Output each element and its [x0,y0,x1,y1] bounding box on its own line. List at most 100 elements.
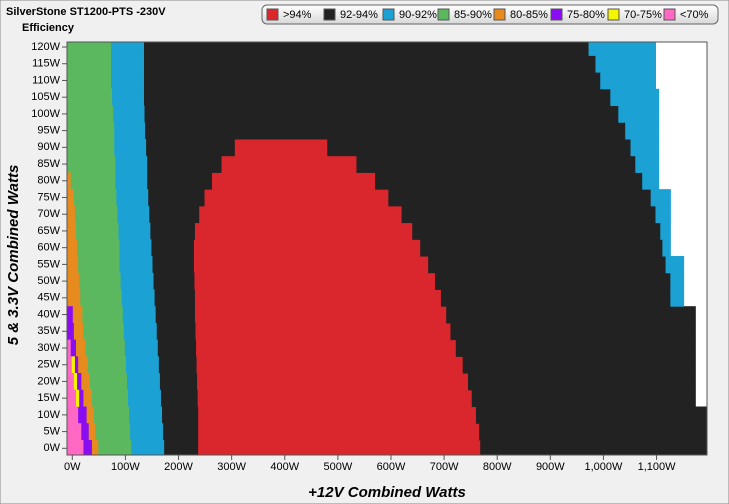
region-cell [401,205,656,224]
x-tick-label: 100W [111,461,140,473]
region-cell [120,272,154,290]
region-cell [129,423,164,441]
region-cell [78,272,121,290]
legend-swatch [550,8,563,21]
legend-box [261,4,719,25]
region-cell [67,105,114,123]
region-cell [635,155,660,173]
region-cell [67,423,82,441]
region-cell [81,306,123,324]
region-cell [123,322,157,341]
region-cell [74,205,118,224]
y-tick-label: 110W [32,74,61,86]
region-cell [375,172,643,190]
region-cell [110,42,144,56]
region-cell [147,189,205,207]
x-tick-label: 900W [536,461,565,473]
region-cell [412,222,661,240]
region-cell [196,373,469,391]
region-cell [67,322,74,341]
region-cell [119,239,152,257]
region-cell [471,389,696,408]
region-cell [73,189,117,207]
legend-swatch [323,8,336,21]
region-cell [110,72,144,90]
legend-swatch [437,8,450,21]
region-cell [75,339,86,357]
region-cell [462,356,696,374]
region-cell [127,389,161,408]
legend-label: 92-94% [340,9,378,21]
legend-label: 75-80% [567,9,605,21]
region-cell [600,72,656,90]
region-cell [67,172,71,190]
region-cell [144,122,626,140]
region-cell [91,439,99,455]
chart-subtitle: Efficiency [22,22,75,34]
y-tick-label: 95W [37,125,60,137]
legend-label: >94% [283,9,312,21]
region-cell [193,256,429,274]
region-cell [126,373,160,391]
region-cell [143,42,590,56]
y-tick-label: 80W [37,175,60,187]
region-cell [67,189,74,207]
y-tick-label: 15W [37,392,60,404]
region-cell [156,322,196,341]
region-cell [77,256,120,274]
region-cell [197,423,480,441]
region-cell [356,155,636,173]
region-cell [163,439,199,455]
region-cell [642,172,660,190]
y-tick-label: 70W [37,208,60,220]
y-tick-label: 115W [32,58,61,70]
region-cell [116,205,150,224]
y-tick-label: 100W [31,108,60,120]
region-cell [197,439,481,455]
region-cell [151,256,194,274]
region-cell [67,222,76,240]
region-cell [446,306,696,324]
x-tick-label: 200W [164,461,193,473]
region-cell [428,256,667,274]
region-cell [67,439,84,455]
y-tick-label: 60W [37,242,60,254]
legend-label: 85-90% [454,9,492,21]
region-cell [122,306,156,324]
region-cell [665,256,685,274]
region-cell [75,222,119,240]
region-cell [128,406,163,424]
region-cell [148,205,200,224]
legend-swatch [266,8,279,21]
region-cell [650,189,671,207]
plot-frame [66,41,708,456]
region-cell [111,88,144,107]
region-cell [662,239,671,257]
region-cell [80,373,90,391]
region-cell [162,423,199,441]
region-cell [143,55,596,73]
region-cell [125,356,159,374]
region-cell [67,272,80,290]
region-cell [130,439,165,455]
region-cell [153,272,195,290]
region-cell [194,306,447,324]
region-cell [89,373,127,391]
x-tick-label: 1,000W [584,461,623,473]
x-tick-label: 400W [270,461,299,473]
region-cell [117,222,151,240]
region-cell [455,339,696,357]
region-cell [77,356,88,374]
region-cell [112,105,145,123]
region-cell [388,189,652,207]
region-cell [149,222,195,240]
x-tick-label: 1,100W [638,461,677,473]
region-cell [67,138,115,157]
y-tick-label: 35W [37,325,60,337]
legend-swatch [493,8,506,21]
region-cell [80,423,89,441]
region-cell [195,322,451,341]
region-cell [71,356,75,374]
region-cell [85,339,125,357]
y-tick-label: 45W [37,292,60,304]
